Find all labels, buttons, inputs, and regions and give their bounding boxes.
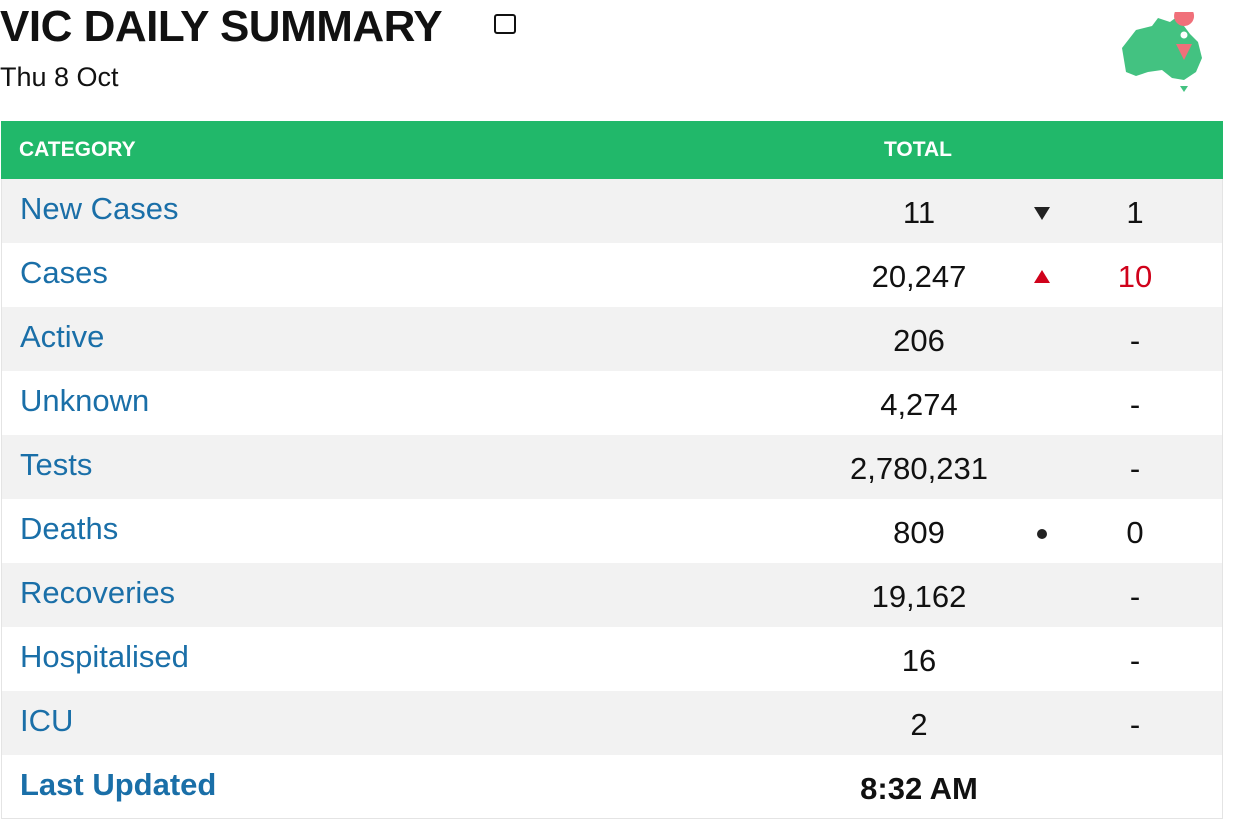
total: 11: [902, 194, 936, 230]
column-header: TOTAL: [883, 138, 953, 161]
trend-icon: [1012, 513, 1072, 549]
total: 16: [901, 642, 937, 678]
total: 2,780,231: [850, 450, 988, 486]
category[interactable]: Hospitalised: [20, 639, 189, 675]
row: Hospitalised 16 -: [1, 627, 1223, 691]
total: 2: [910, 706, 928, 742]
category[interactable]: Active: [20, 319, 105, 355]
table-header: CATEGORY TOTAL: [1, 121, 1223, 179]
category[interactable]: Tests: [20, 447, 93, 483]
row: Cases 20,247 10: [1, 243, 1223, 307]
category[interactable]: Cases: [20, 255, 108, 291]
table-body: New Cases 11 1 Cases 20,247 10 Active 206- Un…: [1, 179, 1223, 819]
row: Deaths 809 0: [1, 499, 1223, 563]
row: Unknown 4,274 -: [1, 371, 1223, 435]
total: 809: [893, 514, 945, 550]
total: 19,162: [871, 578, 967, 614]
category[interactable]: Unknown: [20, 383, 150, 419]
category[interactable]: New Cases: [20, 191, 179, 227]
category[interactable]: Recoveries: [20, 575, 176, 611]
row: Active 206 -: [1, 307, 1223, 371]
summary-table: CATEGORY TOTAL New Cases 11 1 Cases 20,247 1…: [1, 121, 1223, 819]
column-header: CATEGORY: [19, 138, 136, 161]
category[interactable]: Deaths: [20, 511, 119, 547]
australia-icon: [1122, 12, 1202, 92]
footer-row: Last Updated 8:32 AM: [1, 755, 1223, 819]
row: Recoveries 19,162 -: [1, 563, 1223, 627]
trend-icon: [1012, 193, 1072, 229]
change: -: [1129, 322, 1141, 358]
trend-icon: [1012, 257, 1072, 293]
row: Tests 2,780,231 -: [1, 435, 1223, 499]
change: 10: [1117, 258, 1153, 294]
date: Thu 8 Oct: [0, 62, 119, 92]
change: -: [1129, 578, 1141, 614]
change: -: [1129, 642, 1141, 678]
change: -: [1129, 386, 1141, 422]
row: ICU 2 -: [1, 691, 1223, 755]
category[interactable]: ICU: [20, 703, 74, 739]
change: -: [1129, 450, 1141, 486]
footer-time: 8:32 AM: [860, 770, 978, 806]
change: 0: [1126, 514, 1144, 550]
change: -: [1129, 706, 1141, 742]
title: VIC DAILY SUMMARY: [0, 2, 443, 51]
total: 206: [893, 322, 945, 358]
footer-label: Last Updated: [20, 766, 217, 802]
total: 4,274: [880, 386, 958, 422]
expand-button[interactable]: [494, 14, 516, 34]
row: New Cases 11 1: [1, 179, 1223, 243]
change: 1: [1126, 194, 1144, 230]
total: 20,247: [871, 258, 967, 294]
